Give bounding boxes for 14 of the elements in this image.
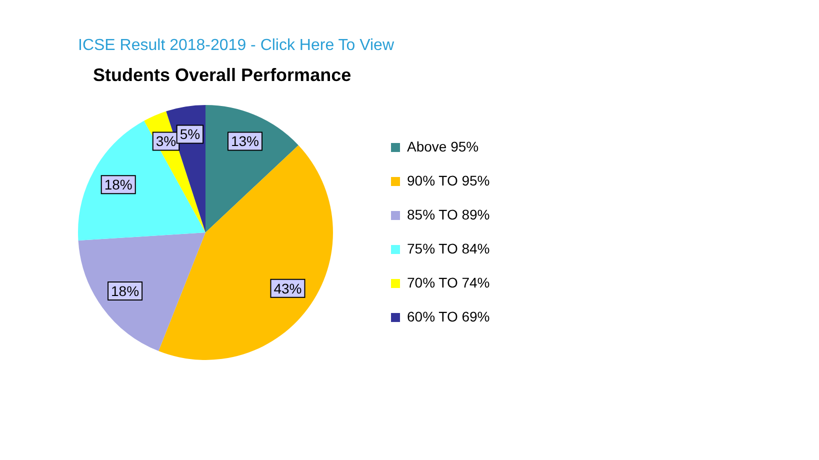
legend-label: 90% TO 95% bbox=[406, 172, 490, 188]
data-label: 18% bbox=[104, 176, 132, 192]
text: ICSE Result 2018-2019 - Click Here To View bbox=[78, 37, 394, 55]
legend-label: Above 95% bbox=[406, 138, 479, 154]
legend-label: 85% TO 89% bbox=[406, 206, 490, 222]
data-label: 13% bbox=[230, 133, 260, 150]
data-label: 18% bbox=[111, 282, 140, 299]
legend-label: 75% TO 84% bbox=[406, 240, 490, 256]
data-label: 43% bbox=[274, 280, 302, 296]
legend-label: 70% TO 74% bbox=[406, 274, 490, 290]
chart-title: Students Overall Performance bbox=[93, 65, 352, 86]
data-label: 3% bbox=[156, 133, 176, 150]
legend-label: 60% TO 69% bbox=[406, 308, 490, 324]
data-label: 5% bbox=[180, 126, 200, 142]
